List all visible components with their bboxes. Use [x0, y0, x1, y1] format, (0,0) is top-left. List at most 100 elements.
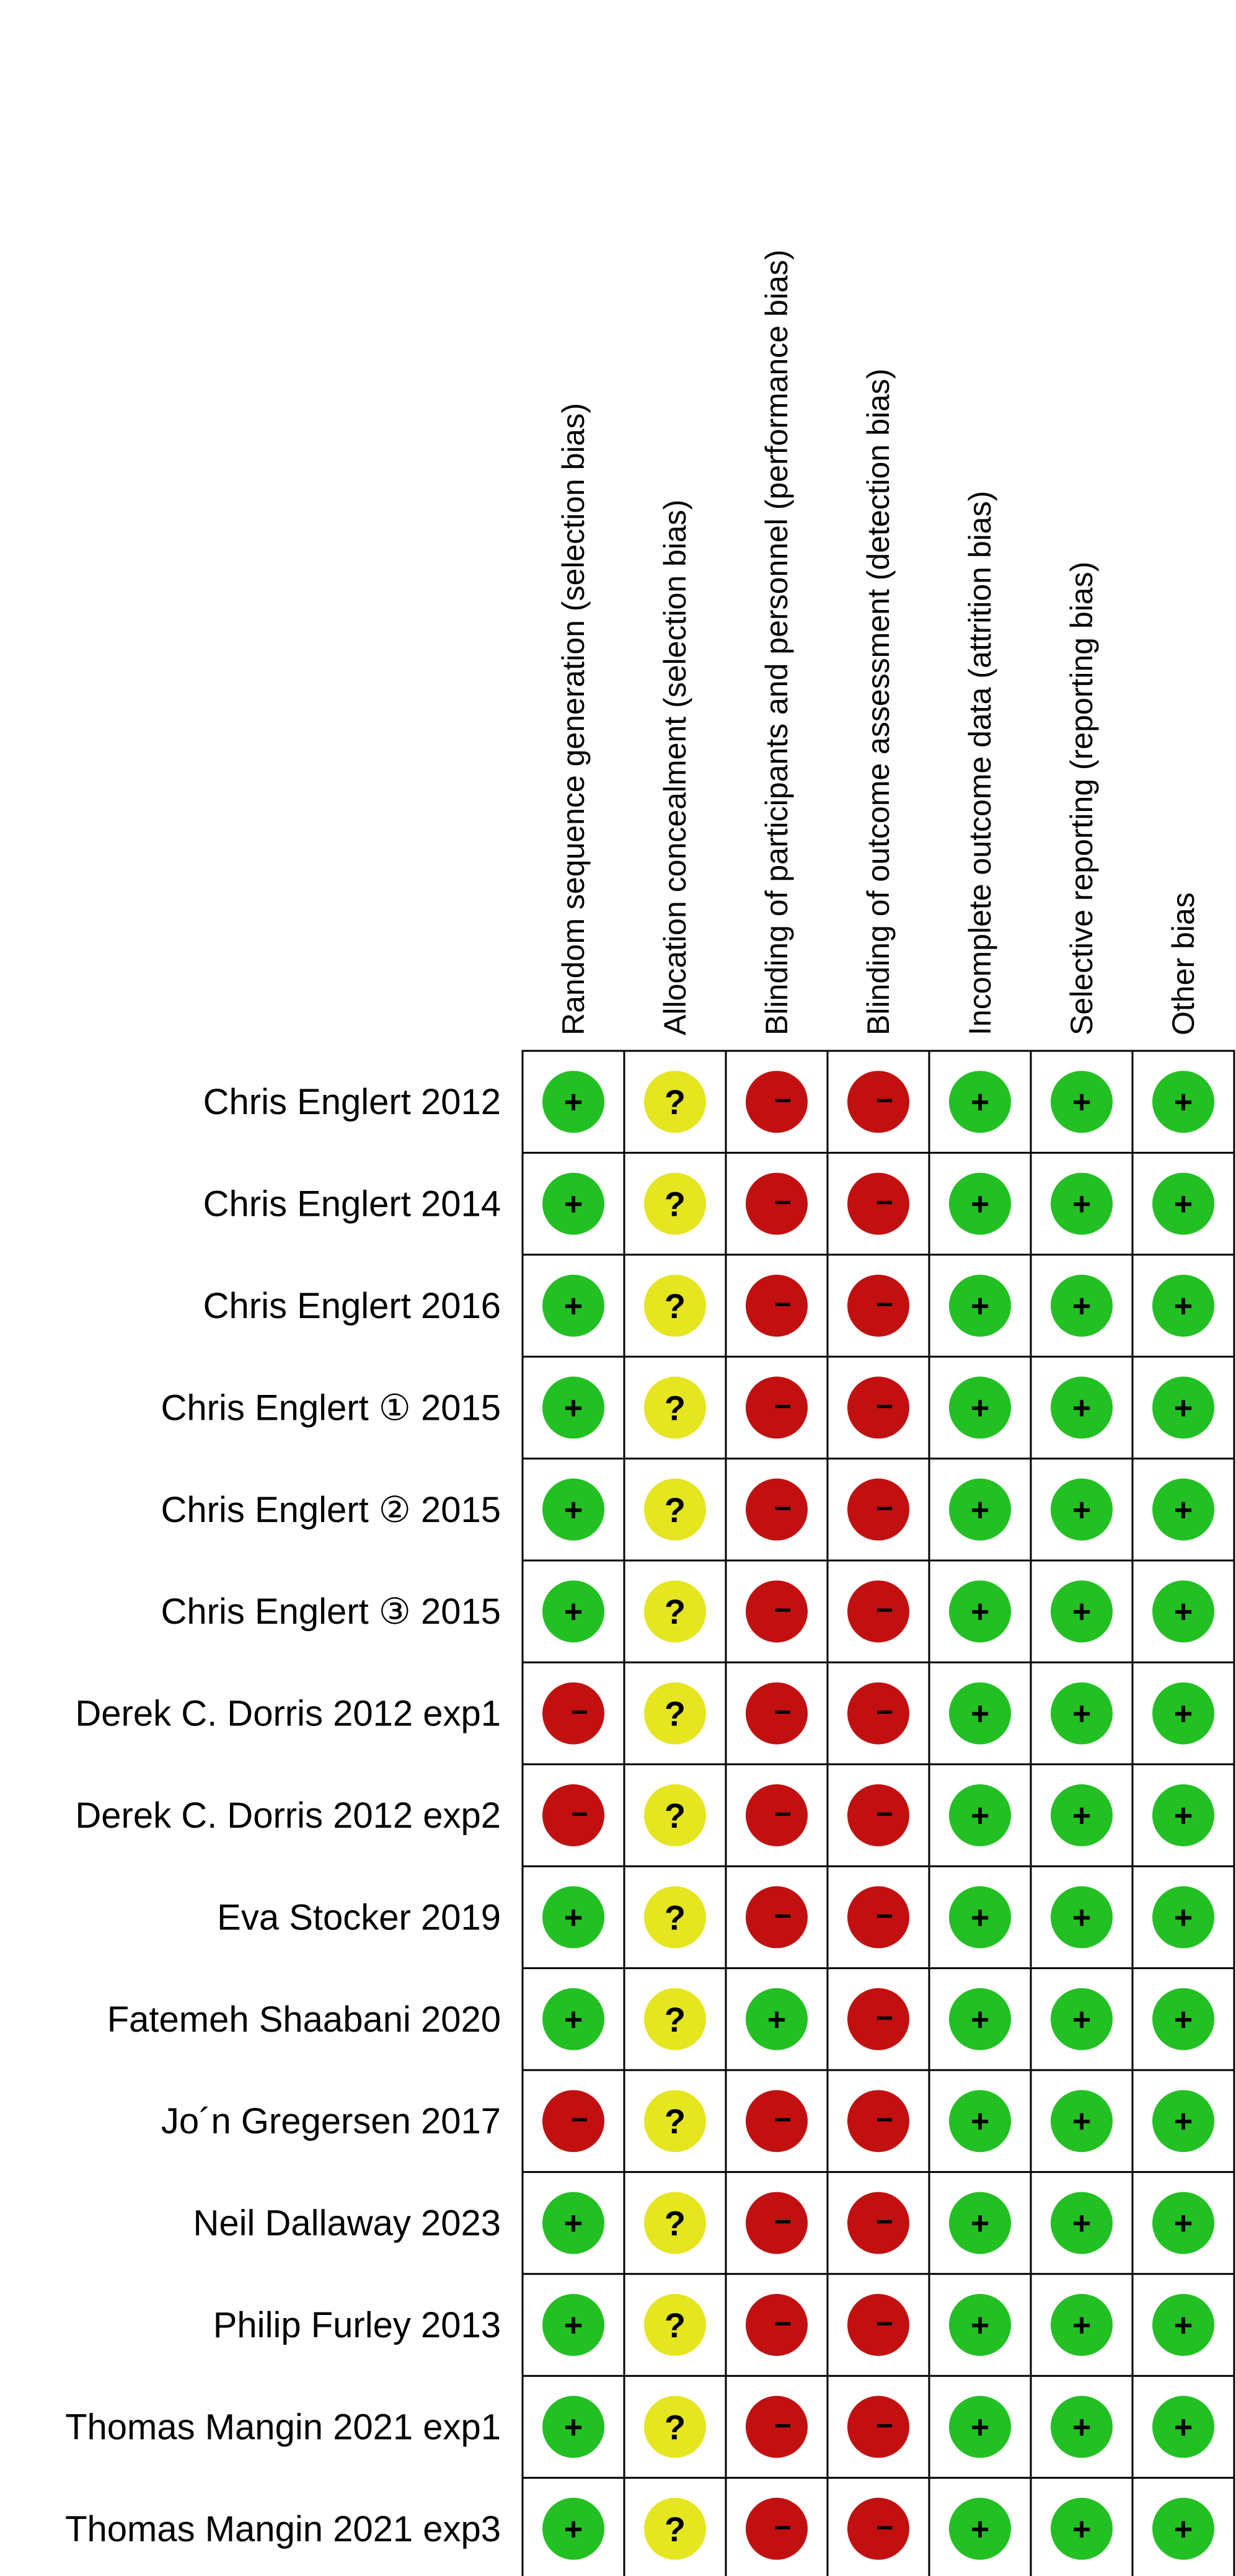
rating-circle [1152, 2192, 1214, 2254]
rating-circle [1152, 1172, 1214, 1235]
column-label: Allocation concealment (selection bias) [658, 500, 692, 1035]
rating-circle [542, 1682, 604, 1745]
row-label: Chris Englert 2016 [203, 1286, 501, 1326]
rating-symbol: ? [664, 1490, 686, 1529]
rating-low-mark: + [1152, 1682, 1214, 1745]
rating-low-mark: + [1152, 2192, 1214, 2254]
rating-symbol: + [564, 2409, 583, 2445]
rating-high-mark: − [746, 1682, 808, 1745]
rating-symbol: − [876, 1084, 893, 1117]
rating-circle [949, 2192, 1011, 2254]
rating-low-mark: + [1051, 1376, 1113, 1439]
rating-symbol: + [1072, 1492, 1091, 1528]
rating-circle [1152, 1784, 1214, 1846]
rating-circle [644, 1886, 706, 1949]
row-label: Jo´n Gregersen 2017 [161, 2101, 501, 2141]
rating-circle [542, 2192, 604, 2254]
rating-low-mark: + [949, 1275, 1011, 1337]
rating-low-mark: + [542, 1988, 604, 2050]
rating-unclear-mark: ? [644, 2192, 706, 2254]
rating-low-mark: + [949, 2497, 1011, 2560]
rating-circle [949, 1071, 1011, 1133]
rating-circle [542, 2396, 604, 2458]
rating-circle [847, 1682, 909, 1745]
rating-circle [847, 1275, 909, 1337]
rating-circle [847, 2294, 909, 2356]
rating-high-mark: − [847, 2192, 909, 2254]
rating-low-mark: + [949, 2090, 1011, 2153]
rating-high-mark: − [746, 2090, 808, 2153]
rating-circle [644, 2396, 706, 2458]
rating-symbol: + [1072, 1084, 1091, 1120]
rating-low-mark: + [542, 2497, 604, 2560]
rating-symbol: − [774, 2512, 792, 2544]
rating-unclear-mark: ? [644, 2396, 706, 2458]
rating-circle [644, 1478, 706, 1541]
rating-low-mark: + [542, 1478, 604, 1541]
rating-symbol: + [1072, 2409, 1091, 2445]
rating-symbol: − [774, 1187, 792, 1219]
row-label: Neil Dallaway 2023 [193, 2203, 501, 2244]
rating-symbol: + [564, 1187, 583, 1223]
rating-symbol: + [1072, 2104, 1091, 2140]
rating-unclear-mark: ? [644, 1376, 706, 1439]
rating-high-mark: − [746, 2192, 808, 2254]
rating-symbol: − [876, 2512, 893, 2544]
row-label: Derek C. Dorris 2012 exp2 [75, 1795, 501, 1836]
rating-low-mark: + [1152, 1071, 1214, 1133]
rating-symbol: + [971, 1390, 989, 1426]
rating-circle [1051, 2090, 1113, 2153]
rating-symbol: + [971, 2104, 989, 2140]
rating-circle [746, 1071, 808, 1133]
rating-low-mark: + [1152, 2497, 1214, 2560]
rating-high-mark: − [746, 1275, 808, 1337]
rating-symbol: + [1072, 1288, 1091, 1324]
rating-low-mark: + [1152, 2396, 1214, 2458]
rating-low-mark: + [949, 2396, 1011, 2458]
rating-symbol: + [971, 1696, 989, 1732]
rating-symbol: + [971, 2409, 989, 2445]
rating-high-mark: − [746, 2497, 808, 2560]
rating-circle [1051, 1988, 1113, 2050]
rating-circle [949, 1784, 1011, 1846]
rating-low-mark: + [1051, 1988, 1113, 2050]
rating-circle [542, 2497, 604, 2560]
rating-symbol: − [774, 1390, 792, 1423]
rating-circle [644, 2090, 706, 2153]
rating-high-mark: − [847, 1886, 909, 1949]
rating-symbol: + [1174, 2512, 1193, 2547]
rating-unclear-mark: ? [644, 1580, 706, 1643]
rating-unclear-mark: ? [644, 1886, 706, 1949]
rating-symbol: − [774, 1696, 792, 1729]
rating-circle [1152, 1580, 1214, 1643]
rating-symbol: + [971, 1187, 989, 1223]
rating-circle [1152, 1071, 1214, 1133]
rating-circle [1152, 1988, 1214, 2050]
rating-unclear-mark: ? [644, 2090, 706, 2153]
column-label: Other bias [1166, 892, 1201, 1035]
rating-symbol: + [971, 2308, 989, 2344]
rating-symbol: − [774, 2409, 792, 2442]
rating-low-mark: + [542, 2294, 604, 2356]
rating-symbol: − [876, 2409, 893, 2442]
rating-low-mark: + [1051, 1172, 1113, 1235]
rating-circle [949, 1478, 1011, 1541]
row-label: Philip Furley 2013 [213, 2305, 501, 2345]
rating-low-mark: + [1051, 1275, 1113, 1337]
column-label: Blinding of outcome assessment (detectio… [861, 368, 896, 1035]
rating-low-mark: + [1152, 2294, 1214, 2356]
cells: +? − − + + + +? − − + + + +? − − + + + +? − − + + + +? − − + + + +? − − +… [542, 1071, 1214, 2560]
rating-low-mark: + [1051, 2090, 1113, 2153]
rating-high-mark: − [542, 2090, 604, 2153]
column-label: Blinding of participants and personnel (… [759, 250, 794, 1035]
rating-low-mark: + [949, 1784, 1011, 1846]
rating-symbol: + [1174, 1696, 1193, 1732]
rating-circle [847, 1988, 909, 2050]
rating-symbol: + [1174, 2308, 1193, 2344]
rating-circle [542, 1886, 604, 1949]
rating-low-mark: + [1051, 2294, 1113, 2356]
rating-high-mark: − [746, 1886, 808, 1949]
rating-circle [847, 1478, 909, 1541]
rating-low-mark: + [1051, 1071, 1113, 1133]
